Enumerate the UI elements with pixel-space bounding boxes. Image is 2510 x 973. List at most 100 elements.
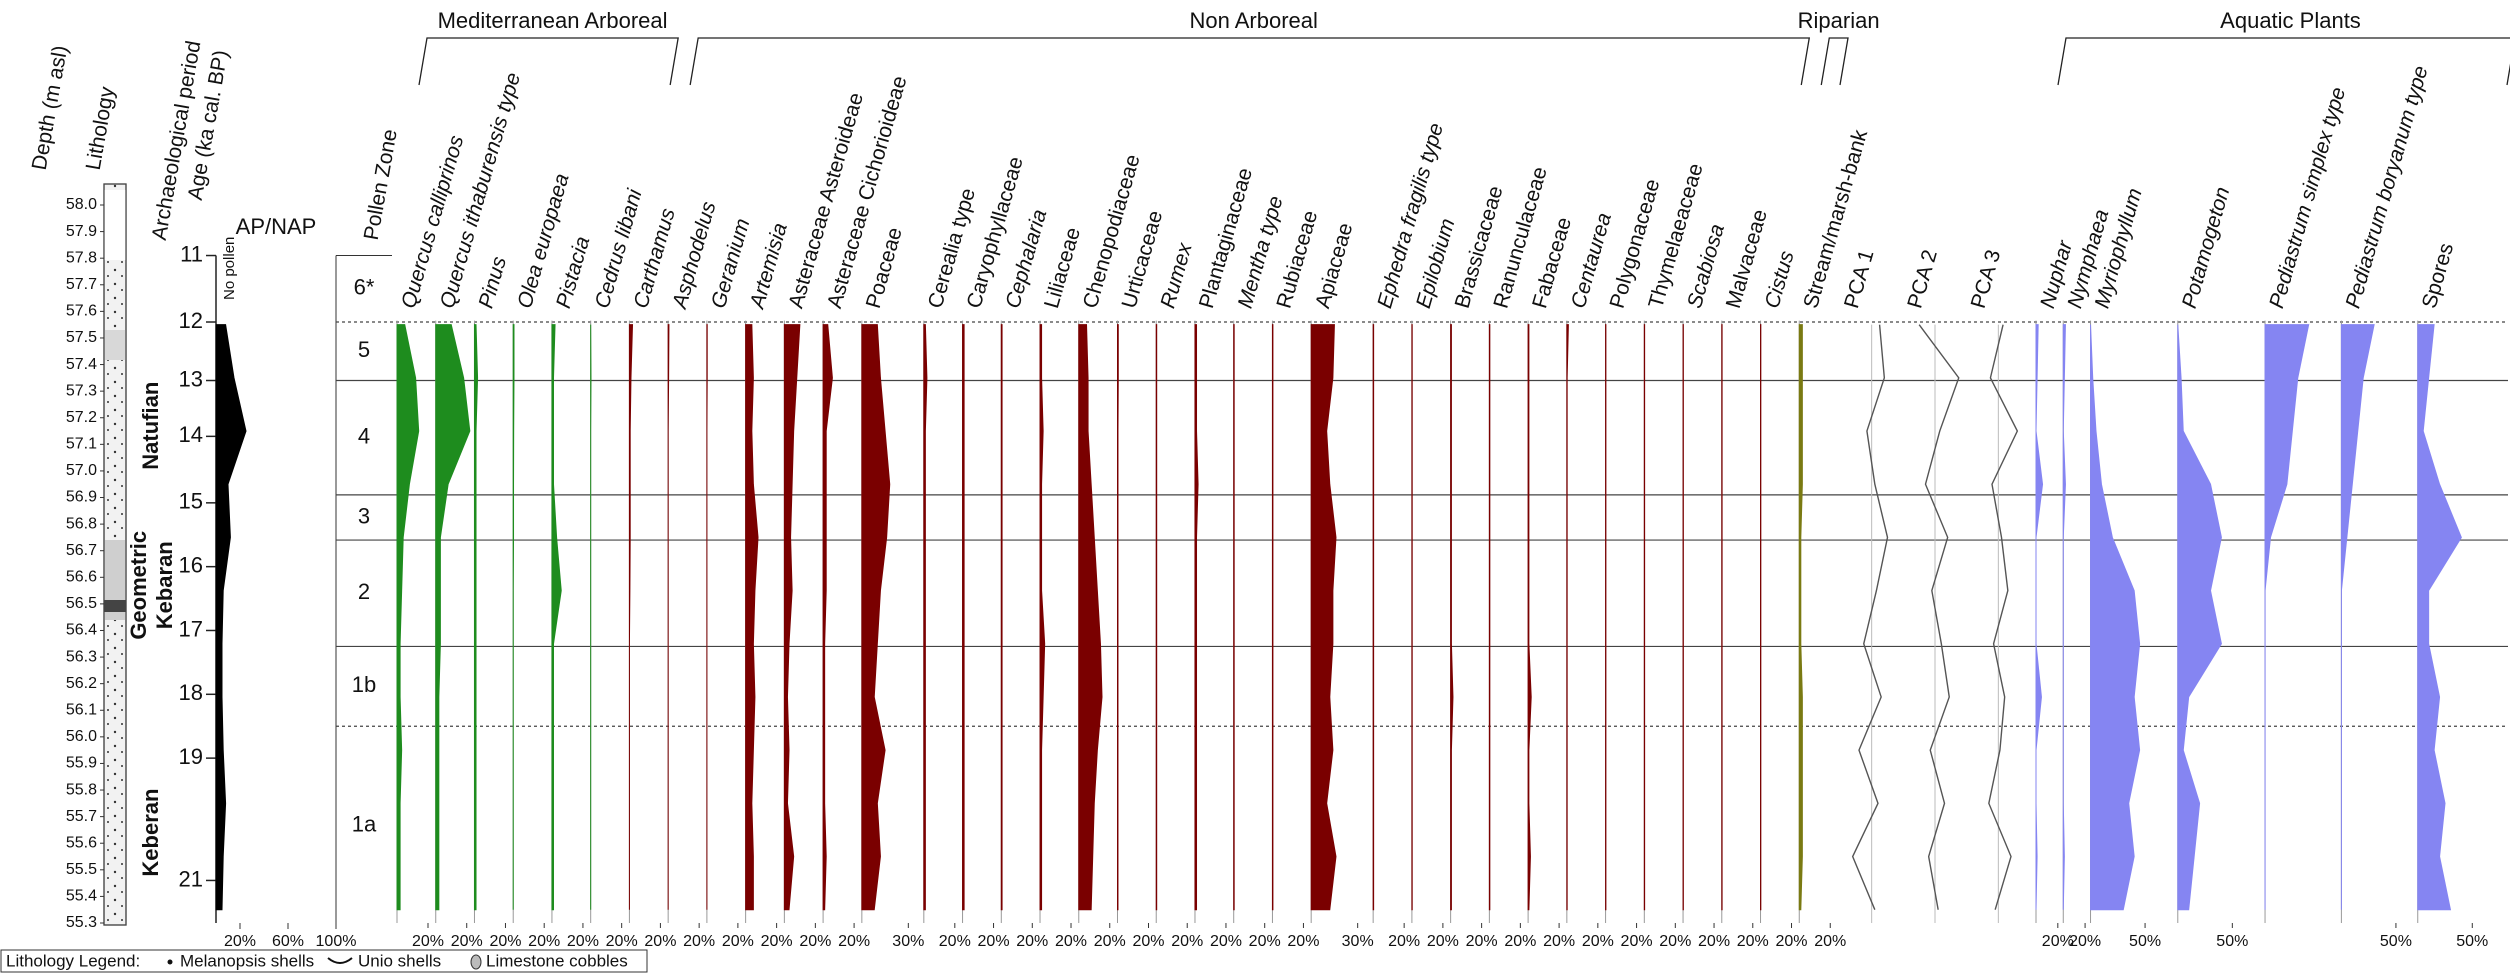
group-bracket: [1820, 37, 1849, 86]
age-tick-label: 19: [179, 744, 203, 769]
legend-item: Unio shells: [358, 951, 441, 970]
x-tick-label: 20%: [939, 933, 971, 950]
pollen-curve: [551, 324, 562, 911]
pollen-curve: [1117, 324, 1119, 911]
x-tick-label: 20%: [567, 933, 599, 950]
y-tick-label: 58.0: [66, 196, 97, 213]
apnap-label: AP/NAP: [236, 214, 317, 239]
pollen-curve: [473, 324, 479, 911]
pollen-curve: [2062, 324, 2066, 910]
x-tick-label: 20%: [1504, 933, 1536, 950]
x-tick-label: 20%: [1621, 933, 1653, 950]
x-tick-label: 20%: [1016, 933, 1048, 950]
x-tick-label: 20%: [412, 933, 444, 950]
lithology-unit: [104, 330, 126, 360]
x-tick-label: 20%: [1171, 933, 1203, 950]
legend-box: [0, 949, 648, 973]
legend-title: Lithology Legend:: [6, 951, 140, 970]
x-tick-label: 20%: [1737, 933, 1769, 950]
y-tick-label: 56.2: [66, 675, 97, 692]
x-tick-label: 20%: [799, 933, 831, 950]
pollen-curve: [1039, 324, 1046, 911]
y-tick-label: 56.1: [66, 701, 97, 718]
x-tick-label: 20%: [606, 933, 638, 950]
no-pollen: No pollen: [221, 237, 238, 300]
taxon-label: Spores: [2418, 241, 2458, 311]
x-tick-label: 50%: [2129, 933, 2161, 950]
x-tick-label: 20%: [1698, 933, 1730, 950]
taxon-label: Potamogeton: [2178, 184, 2235, 310]
x-tick-label: 20%: [1466, 933, 1498, 950]
y-tick-label: 56.5: [66, 595, 97, 612]
x-tick-label: 20%: [978, 933, 1010, 950]
zone-label: 2: [358, 579, 370, 604]
x-tick-label: 60%: [272, 933, 304, 950]
y-tick-label: 57.9: [66, 223, 97, 240]
taxon-label: Poaceae: [862, 225, 907, 311]
pca-curve: [1988, 324, 2019, 910]
legend-symbol: [470, 954, 482, 970]
pollen-curve: [667, 324, 670, 910]
pollen-curve: [2035, 324, 2044, 910]
pollen-curve: [861, 324, 891, 911]
pollen-curve: [2090, 324, 2141, 911]
lithology-unit: [104, 190, 126, 260]
legend-symbol: [327, 957, 353, 964]
x-tick-label: 20%: [1388, 933, 1420, 950]
taxon-label: PCA 3: [1967, 247, 2006, 311]
legend-item: Melanopsis shells: [180, 951, 314, 970]
taxon-label: Pinus: [475, 254, 512, 311]
x-tick-label: 20%: [1427, 933, 1459, 950]
taxon-label: Cistus: [1761, 248, 1799, 311]
x-tick-label: 20%: [722, 933, 754, 950]
group-bracket: [2057, 37, 2510, 86]
zone-label: 1b: [352, 672, 376, 697]
y-tick-label: 57.8: [66, 249, 97, 266]
x-tick-label: 30%: [1342, 933, 1374, 950]
pollen-curve: [962, 324, 965, 911]
x-tick-label: 20%: [1210, 933, 1242, 950]
y-tick-label: 55.5: [66, 861, 97, 878]
taxon-label: PCA 1: [1840, 247, 1879, 311]
y-tick-label: 57.6: [66, 303, 97, 320]
x-tick-label: 20%: [1132, 933, 1164, 950]
y-tick-label: 56.4: [66, 622, 97, 639]
taxon-label: Scabiosa: [1683, 222, 1729, 311]
pollen-curve: [215, 324, 247, 911]
y-tick-label: 56.7: [66, 542, 97, 559]
period-label: Kebaran: [152, 541, 177, 629]
lithology-label: Lithology: [82, 85, 119, 172]
x-tick-label: 20%: [683, 933, 715, 950]
group-bracket: [418, 37, 679, 86]
pollen-curve: [2177, 324, 2222, 911]
x-tick-label: 20%: [1055, 933, 1087, 950]
y-tick-label: 56.0: [66, 728, 97, 745]
zone-label: 1a: [352, 812, 377, 837]
zone-label: 3: [358, 503, 370, 528]
taxon-label: PCA 2: [1903, 247, 1942, 311]
pca-curve: [1918, 324, 1960, 910]
y-tick-label: 57.4: [66, 356, 97, 373]
taxon-label: Liliaceae: [1040, 225, 1085, 311]
x-tick-label: 20%: [224, 933, 256, 950]
x-tick-label: 50%: [2456, 933, 2488, 950]
period-label: Geometric: [126, 531, 151, 640]
period-label: Keberan: [138, 789, 163, 877]
pollen-curve: [1798, 324, 1803, 911]
age-tick-label: 16: [179, 552, 203, 577]
y-tick-label: 56.9: [66, 489, 97, 506]
age-tick-label: 18: [179, 680, 203, 705]
pollen-curve: [2264, 324, 2310, 910]
taxon-label: Artemisia: [745, 220, 792, 312]
pollen-curve: [745, 324, 759, 911]
x-tick-label: 20%: [1543, 933, 1575, 950]
x-tick-label: 50%: [2216, 933, 2248, 950]
pollen-curve: [628, 324, 634, 910]
x-tick-label: 20%: [1249, 933, 1281, 950]
y-tick-label: 57.5: [66, 329, 97, 346]
pollen-curve: [923, 324, 928, 911]
taxon-label: Pistacia: [552, 234, 594, 311]
period-label: Natufian: [138, 382, 163, 470]
age-tick-label: 14: [179, 422, 203, 447]
